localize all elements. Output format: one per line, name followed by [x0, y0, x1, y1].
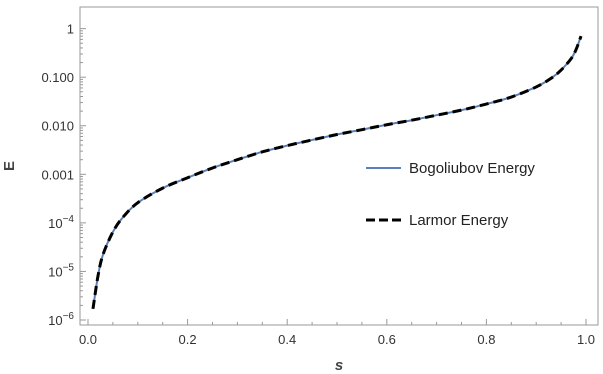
y-tick-label: 1 — [67, 22, 74, 37]
x-tick-label: 1.0 — [577, 332, 595, 347]
y-tick-base: 10 — [48, 313, 62, 328]
legend: Bogoliubov Energy Larmor Energy — [366, 160, 535, 229]
series-layer — [91, 35, 583, 310]
plot-frame — [79, 6, 599, 326]
y-tick-exponent: −5 — [63, 262, 75, 273]
y-tick-base: 10 — [48, 264, 62, 279]
x-tick-label: 0.0 — [79, 332, 97, 347]
y-tick-label: 0.010 — [41, 119, 74, 134]
y-tick-exponent: −4 — [63, 214, 75, 225]
y-tick-base: 10 — [48, 216, 62, 231]
legend-label-larmor-energy: Larmor Energy — [409, 212, 509, 229]
x-tick-label: 0.4 — [278, 332, 296, 347]
y-tick-label: 10−5 — [48, 262, 74, 279]
y-tick-label: 10−6 — [48, 311, 74, 328]
y-axis-title: E — [1, 161, 18, 171]
y-tick-label: 0.100 — [41, 70, 74, 85]
y-tick-exponent: −6 — [63, 311, 75, 322]
x-axis-ticks: 0.0 0.2 0.4 0.6 0.8 1.0 — [79, 319, 595, 347]
y-tick-label: 0.001 — [41, 167, 74, 182]
series-line-larmor-energy — [91, 35, 583, 310]
x-tick-label: 0.2 — [179, 332, 197, 347]
x-tick-label: 0.8 — [477, 332, 495, 347]
legend-label-bogoliubov-energy: Bogoliubov Energy — [409, 160, 535, 177]
x-tick-label: 0.6 — [378, 332, 396, 347]
x-axis-title: s — [335, 357, 343, 374]
y-tick-label: 10−4 — [48, 214, 74, 231]
